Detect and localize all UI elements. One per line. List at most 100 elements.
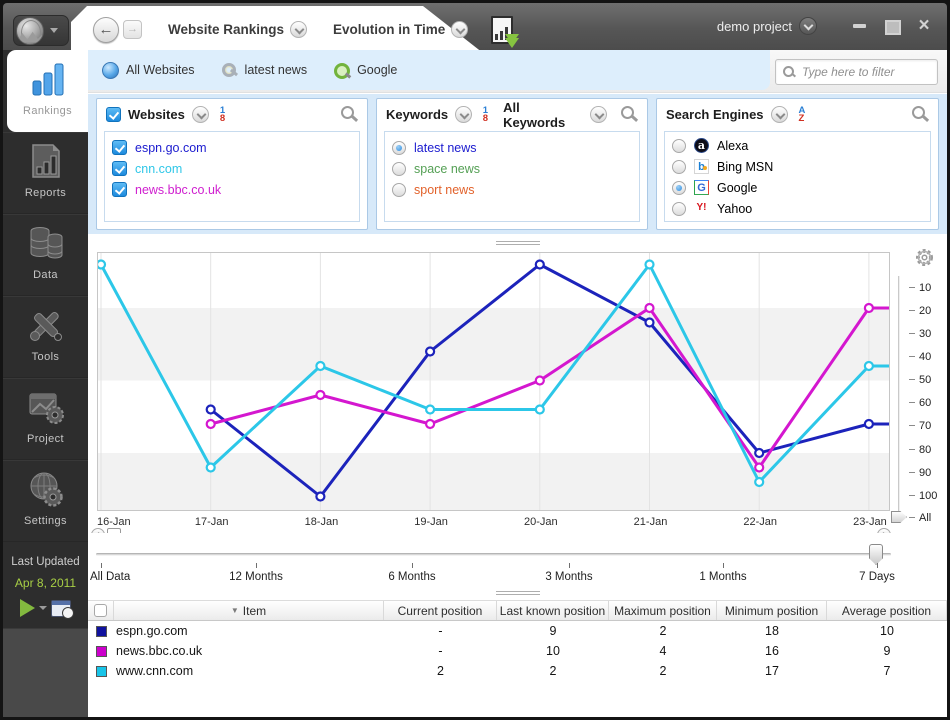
minimize-button[interactable]: [851, 18, 869, 34]
table-row[interactable]: news.bbc.co.uk - 10 4 16 9: [88, 641, 947, 661]
project-label: demo project: [717, 19, 792, 34]
time-range-slider: All Data 12 Months 6 Months 3 Months 1 M…: [88, 533, 947, 599]
time-preset-7-days[interactable]: 7 Days: [859, 571, 895, 583]
select-all-checkbox[interactable]: [94, 604, 107, 617]
keywords-filter-label[interactable]: All Keywords: [503, 100, 583, 130]
chevron-down-icon[interactable]: [590, 106, 607, 123]
schedule-calendar-icon[interactable]: [51, 600, 71, 617]
table-header-row: ▼ Item Current position Last known posit…: [88, 600, 947, 621]
search-engine-item[interactable]: G Google: [672, 177, 923, 198]
chevron-down-icon[interactable]: [455, 106, 472, 123]
filter-tab-all-websites[interactable]: All Websites: [102, 62, 195, 79]
chevron-down-icon[interactable]: [771, 106, 788, 123]
website-label: cnn.com: [135, 162, 182, 176]
website-item[interactable]: cnn.com: [112, 158, 352, 179]
checkbox-checked-icon[interactable]: [112, 140, 127, 155]
forward-button[interactable]: →: [123, 20, 142, 39]
chevron-down-icon[interactable]: [192, 106, 209, 123]
keyword-item[interactable]: space news: [392, 158, 632, 179]
green-download-arrow-icon: [505, 38, 519, 48]
filter-search-input[interactable]: [802, 65, 930, 79]
time-preset-6-months[interactable]: 6 Months: [388, 571, 435, 583]
cell-maximum-position: 4: [609, 644, 717, 658]
close-button[interactable]: ×: [915, 18, 933, 34]
radio-icon[interactable]: [392, 162, 406, 176]
zoom-slider-track[interactable]: [898, 276, 900, 522]
time-slider-handle[interactable]: [869, 544, 883, 565]
yahoo-icon: Y!: [694, 201, 709, 216]
horizontal-splitter-handle[interactable]: [496, 239, 540, 246]
radio-icon[interactable]: [672, 202, 686, 216]
zoom-tick-label: 80: [919, 444, 931, 456]
x-axis-date-label: 19-Jan: [414, 516, 448, 528]
websites-panel-title: Websites: [128, 107, 185, 122]
app-menu-caret-icon: [50, 28, 58, 33]
sidebar-item-reports[interactable]: Reports: [3, 132, 88, 214]
search-engine-item[interactable]: a Alexa: [672, 135, 923, 156]
keywords-search-icon[interactable]: [621, 106, 638, 123]
sidebar-item-project[interactable]: Project: [3, 378, 88, 460]
sidebar-item-settings[interactable]: Settings: [3, 460, 88, 542]
keyword-item[interactable]: latest news: [392, 137, 632, 158]
website-item[interactable]: espn.go.com: [112, 137, 352, 158]
numeric-sort-button[interactable]: 1 8: [220, 107, 225, 123]
search-engines-search-icon[interactable]: [912, 106, 929, 123]
column-header-maximum-position[interactable]: Maximum position: [609, 601, 717, 620]
websites-list: espn.go.com cnn.com news.bbc.co.uk: [104, 131, 360, 222]
column-header-last-known-position[interactable]: Last known position: [497, 601, 609, 620]
search-engine-item[interactable]: b Bing MSN: [672, 156, 923, 177]
checkbox-checked-icon[interactable]: [112, 182, 127, 197]
keywords-panel-title: Keywords: [386, 107, 448, 122]
keyword-label: space news: [414, 162, 480, 176]
search-engines-panel: Search Engines A Z a Alexa b Bin: [656, 98, 939, 230]
sidebar-item-label: Project: [3, 433, 88, 445]
horizontal-splitter-handle[interactable]: [496, 589, 540, 596]
table-row[interactable]: www.cnn.com 2 2 2 17 7: [88, 661, 947, 681]
time-preset-1-months[interactable]: 1 Months: [699, 571, 746, 583]
app-menu-button[interactable]: [13, 15, 69, 46]
radio-icon[interactable]: [672, 160, 686, 174]
checkbox-checked-icon[interactable]: [112, 161, 127, 176]
radio-selected-icon[interactable]: [672, 181, 686, 195]
menu-website-rankings[interactable]: Website Rankings: [168, 21, 307, 38]
numeric-sort-button[interactable]: 1 8: [483, 107, 488, 123]
back-button[interactable]: ←: [93, 17, 119, 43]
filter-tab-search-engine[interactable]: Google: [333, 62, 397, 79]
chart-area: 16-Jan17-Jan18-Jan19-Jan20-Jan21-Jan22-J…: [88, 234, 947, 533]
play-options-caret-icon[interactable]: [39, 606, 47, 610]
column-header-average-position[interactable]: Average position: [827, 601, 947, 620]
cell-average-position: 10: [827, 624, 947, 638]
time-preset-all-data[interactable]: All Data: [90, 571, 130, 583]
website-item[interactable]: news.bbc.co.uk: [112, 179, 352, 200]
sidebar-item-rankings[interactable]: Rankings: [7, 50, 88, 132]
project-selector[interactable]: demo project: [717, 17, 817, 35]
search-engine-item[interactable]: Y! Yahoo: [672, 198, 923, 219]
sidebar-item-data[interactable]: Data: [3, 214, 88, 296]
time-preset-12-months[interactable]: 12 Months: [229, 571, 283, 583]
chart-settings-gear-icon[interactable]: [915, 248, 934, 267]
column-header-current-position[interactable]: Current position: [384, 601, 497, 620]
radio-icon[interactable]: [672, 139, 686, 153]
table-row[interactable]: espn.go.com - 9 2 18 10: [88, 621, 947, 641]
search-engines-panel-title: Search Engines: [666, 107, 764, 122]
alpha-sort-button[interactable]: A Z: [799, 107, 806, 123]
time-slider-track[interactable]: [96, 553, 891, 556]
radio-icon[interactable]: [392, 183, 406, 197]
zoom-slider-handle[interactable]: [891, 511, 907, 523]
maximize-button[interactable]: [883, 18, 901, 34]
websites-search-icon[interactable]: [341, 106, 358, 123]
websites-select-all-checkbox[interactable]: [106, 107, 121, 122]
column-header-item[interactable]: ▼ Item: [114, 601, 384, 620]
update-play-button[interactable]: [20, 599, 35, 617]
time-preset-3-months[interactable]: 3 Months: [545, 571, 592, 583]
filter-tab-keyword[interactable]: latest news: [221, 62, 308, 79]
radio-selected-icon[interactable]: [392, 141, 406, 155]
column-header-minimum-position[interactable]: Minimum position: [717, 601, 827, 620]
keyword-item[interactable]: sport news: [392, 179, 632, 200]
keyword-label: sport news: [414, 183, 474, 197]
green-magnifier-icon: [333, 62, 350, 79]
menu-evolution-in-time[interactable]: Evolution in Time: [333, 21, 468, 38]
report-export-button[interactable]: [491, 16, 519, 48]
sidebar-item-tools[interactable]: Tools: [3, 296, 88, 378]
sidebar-item-label: Settings: [3, 515, 88, 527]
